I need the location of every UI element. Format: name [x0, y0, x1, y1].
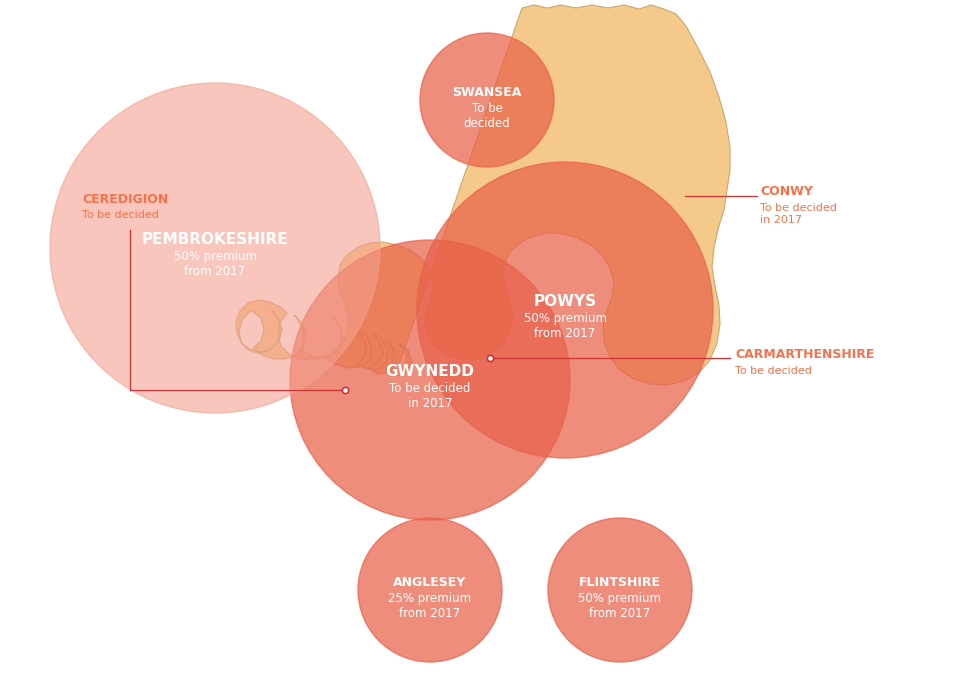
Text: To be decided: To be decided [82, 210, 159, 220]
Circle shape [420, 33, 554, 167]
Text: ANGLESEY: ANGLESEY [393, 576, 467, 589]
Circle shape [50, 83, 380, 413]
Text: CONWY: CONWY [760, 185, 813, 198]
Text: To be decided
in 2017: To be decided in 2017 [389, 382, 470, 410]
Circle shape [548, 518, 692, 662]
Text: POWYS: POWYS [534, 295, 596, 310]
Text: GWYNEDD: GWYNEDD [386, 365, 474, 380]
Text: PEMBROKESHIRE: PEMBROKESHIRE [142, 232, 288, 248]
Circle shape [290, 240, 570, 520]
Text: To be
decided: To be decided [464, 102, 510, 130]
Text: CEREDIGION: CEREDIGION [82, 193, 168, 206]
Text: 25% premium
from 2017: 25% premium from 2017 [388, 592, 471, 620]
Text: 50% premium
from 2017: 50% premium from 2017 [174, 250, 257, 278]
Text: To be decided
in 2017: To be decided in 2017 [760, 203, 836, 225]
Text: 50% premium
from 2017: 50% premium from 2017 [523, 312, 606, 340]
Circle shape [358, 518, 502, 662]
Text: SWANSEA: SWANSEA [452, 86, 522, 98]
Circle shape [417, 162, 713, 458]
Text: To be decided: To be decided [735, 366, 812, 376]
Text: FLINTSHIRE: FLINTSHIRE [579, 576, 661, 589]
Polygon shape [236, 5, 730, 385]
Text: 50% premium
from 2017: 50% premium from 2017 [579, 592, 662, 620]
Text: CARMARTHENSHIRE: CARMARTHENSHIRE [735, 348, 874, 361]
